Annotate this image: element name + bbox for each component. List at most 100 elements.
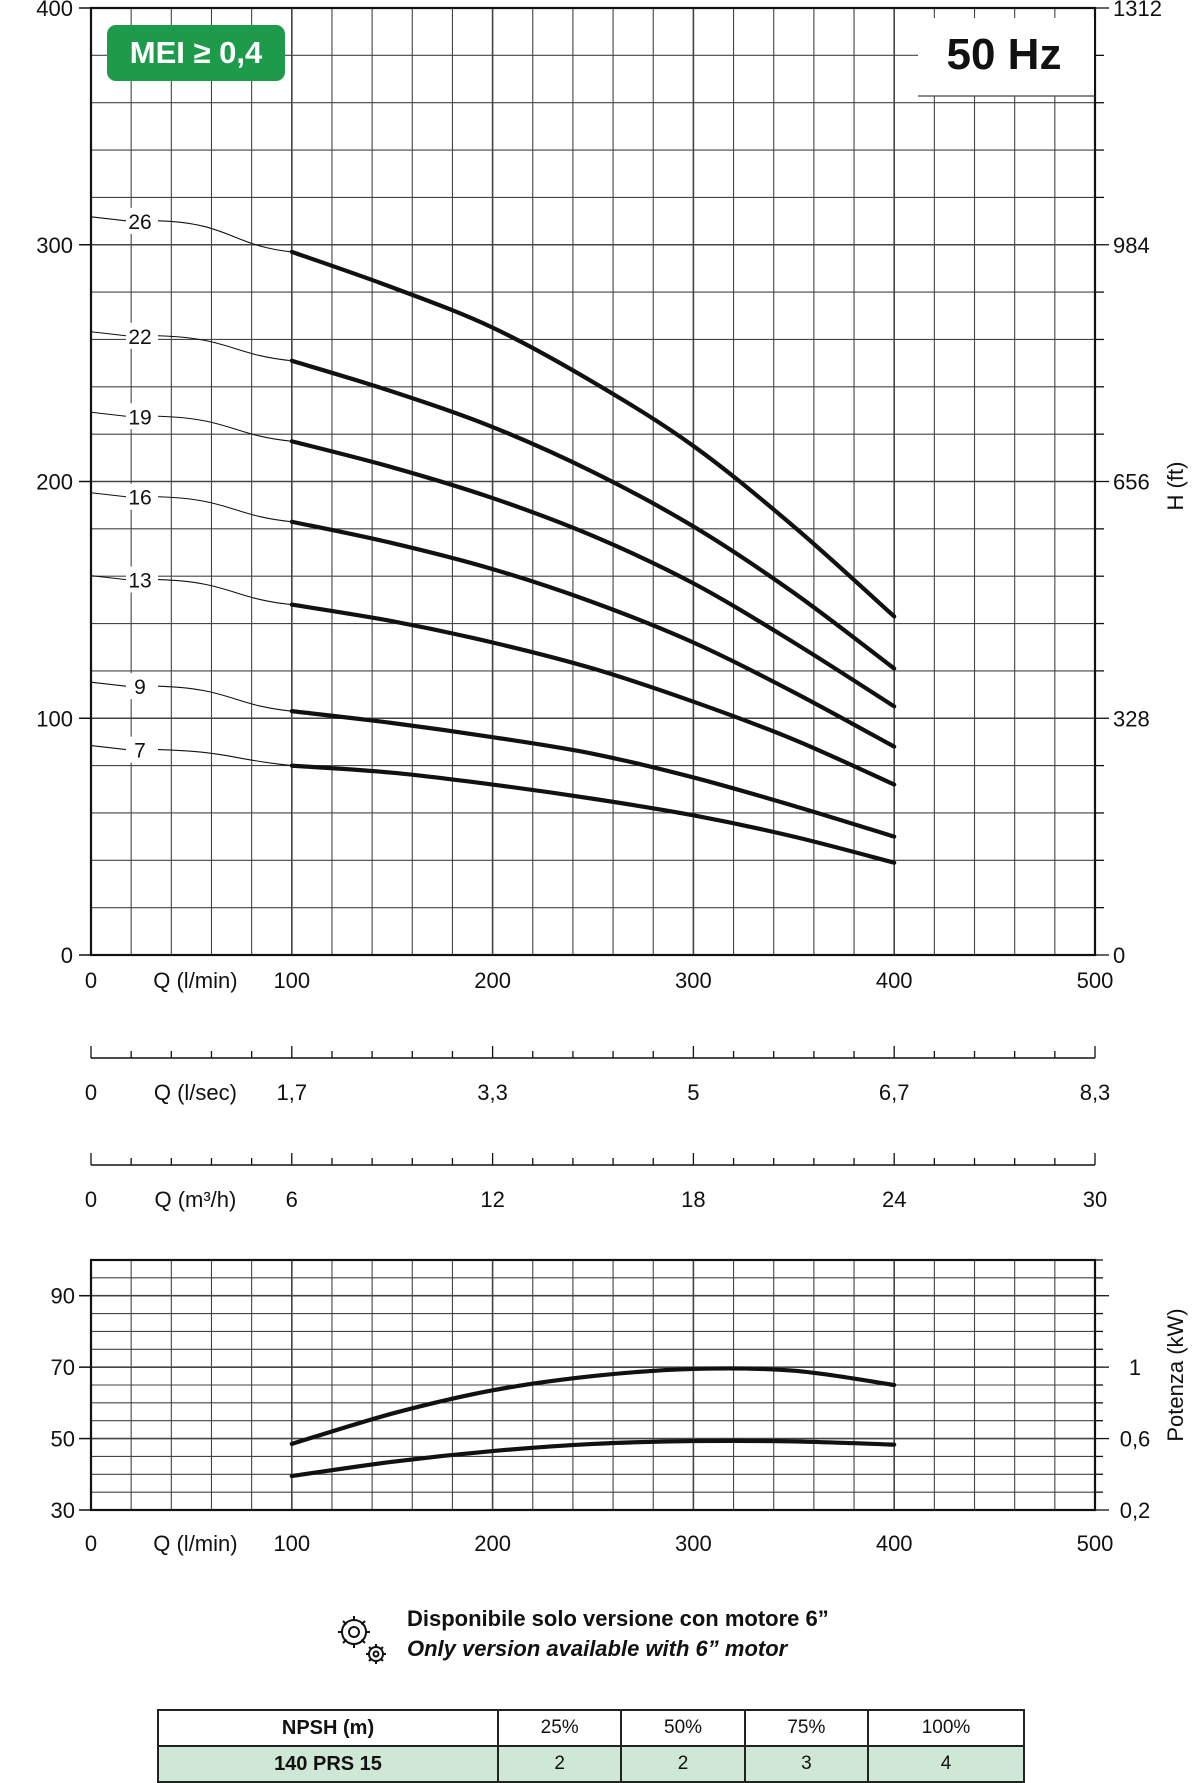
flow-tick-label: 12 [480, 1187, 504, 1212]
flow-tick-label: 5 [687, 1080, 699, 1105]
npsh-header-25: 25% [496, 1709, 623, 1747]
flow-tick-label: 24 [882, 1187, 906, 1212]
curve-label-bg [126, 207, 158, 234]
npsh-table-header: NPSH (m) 25% 50% 75% 100% [157, 1709, 1025, 1747]
flow-tick-label: 0 [85, 1187, 97, 1212]
curve-leader-line [90, 681, 292, 712]
curve-label-16: 16 [128, 487, 151, 510]
frequency-label: 50 Hz [930, 25, 1078, 85]
note-english: Only version available with 6” motor [407, 1636, 788, 1661]
power-right-tick-label: 0,6 [1120, 1427, 1151, 1452]
curve-leader-line [90, 745, 292, 767]
head-curves [90, 216, 897, 865]
power-right-tick-label: 1 [1129, 1355, 1141, 1380]
flow-tick-label: 3,3 [477, 1080, 508, 1105]
main-chart-grid [89, 6, 1097, 957]
curve-label-26: 26 [128, 211, 151, 234]
power-axis-title: Potenza (kW) [1163, 1308, 1188, 1441]
right-tick-label: 656 [1113, 470, 1150, 495]
curve-label-19: 19 [128, 406, 151, 429]
flow-axis-title: Q (l/sec) [154, 1080, 237, 1105]
gears-icon [338, 1616, 386, 1664]
flow-tick-label: 30 [1083, 1187, 1107, 1212]
power-x-tick-label: 100 [273, 1531, 310, 1556]
head-curve-9 [289, 709, 897, 839]
left-tick-label: 300 [36, 233, 73, 258]
motor-note: Disponibile solo versione con motore 6” … [332, 1604, 892, 1674]
npsh-value-75: 3 [743, 1745, 870, 1783]
curve-leader-line [90, 411, 292, 442]
flow-tick-label: 1,7 [277, 1080, 308, 1105]
npsh-value-25: 2 [496, 1745, 623, 1783]
curve-label-bg [126, 322, 158, 349]
curve-label-7: 7 [134, 740, 146, 763]
left-tick-label: 100 [36, 706, 73, 731]
npsh-header-50: 50% [620, 1709, 746, 1747]
npsh-table: NPSH (m) 25% 50% 75% 100% 140 PRS 15 2 2… [157, 1709, 1025, 1783]
curve-label-bg [126, 736, 158, 763]
chart-labels: 26 22 19 16 13 9 7 [126, 207, 158, 763]
curve-label-bg [126, 483, 158, 510]
power-left-tick-label: 50 [51, 1427, 75, 1452]
power-x-tick-label: 400 [876, 1531, 913, 1556]
head-curve-19 [289, 439, 897, 709]
npsh-header-75: 75% [743, 1709, 870, 1747]
npsh-header-label: NPSH (m) [157, 1709, 499, 1747]
power-left-tick-label: 30 [51, 1498, 75, 1523]
right-axis-title: H (ft) [1163, 462, 1188, 511]
curve-leader-line [90, 492, 292, 523]
flow-tick-label: 0 [85, 968, 97, 993]
head-curve-13 [289, 602, 897, 787]
curve-label-bg [126, 403, 158, 430]
power-right-tick-label: 0,2 [1120, 1498, 1151, 1523]
curve-label-22: 22 [128, 326, 151, 349]
head-curve-22 [289, 358, 897, 671]
curve-label-bg [126, 566, 158, 593]
npsh-value-100: 4 [867, 1745, 1025, 1783]
right-tick-label: 1312 [1113, 0, 1162, 21]
flow-tick-label: 400 [876, 968, 913, 993]
flow-tick-label: 300 [675, 968, 712, 993]
left-tick-label: 200 [36, 470, 73, 495]
curve-label-13: 13 [128, 570, 151, 593]
right-tick-label: 984 [1113, 233, 1150, 258]
flow-tick-label: 6,7 [879, 1080, 910, 1105]
power-curve-2 [289, 1438, 897, 1479]
right-tick-label: 0 [1113, 943, 1125, 968]
power-x-tick-label: 200 [474, 1531, 511, 1556]
flow-tick-label: 8,3 [1080, 1080, 1111, 1105]
note-italian: Disponibile solo versione con motore 6” [407, 1606, 829, 1631]
power-curves [289, 1366, 897, 1479]
power-x-tick-label: 0 [85, 1531, 97, 1556]
left-tick-label: 0 [61, 943, 73, 968]
flow-axis-title: Q (l/min) [153, 968, 237, 993]
flow-tick-label: 6 [286, 1187, 298, 1212]
flow-tick-label: 18 [681, 1187, 705, 1212]
power-curve-1 [289, 1366, 897, 1447]
curve-leader-line [90, 331, 292, 362]
flow-tick-label: 100 [273, 968, 310, 993]
curve-label-bg [126, 673, 158, 700]
right-tick-label: 328 [1113, 706, 1150, 731]
npsh-value-50: 2 [620, 1745, 746, 1783]
head-curve-7 [289, 763, 897, 865]
curve-leader-line [90, 575, 292, 606]
power-left-tick-label: 70 [51, 1355, 75, 1380]
curve-leader-line [90, 216, 292, 253]
npsh-model: 140 PRS 15 [157, 1745, 499, 1783]
power-x-tick-label: 300 [675, 1531, 712, 1556]
curve-label-9: 9 [134, 676, 146, 699]
mei-badge: MEI ≥ 0,4 [107, 25, 285, 81]
left-tick-label: 400 [36, 0, 73, 21]
head-curve-26 [289, 249, 897, 619]
flow-tick-label: 500 [1077, 968, 1114, 993]
power-chart-grid [89, 1258, 1097, 1512]
flow-axis-title: Q (m³/h) [154, 1187, 236, 1212]
npsh-table-row: 140 PRS 15 2 2 3 4 [157, 1745, 1025, 1783]
power-x-axis-title: Q (l/min) [153, 1531, 237, 1556]
head-curve-16 [289, 519, 897, 749]
flow-tick-label: 0 [85, 1080, 97, 1105]
flow-tick-label: 200 [474, 968, 511, 993]
